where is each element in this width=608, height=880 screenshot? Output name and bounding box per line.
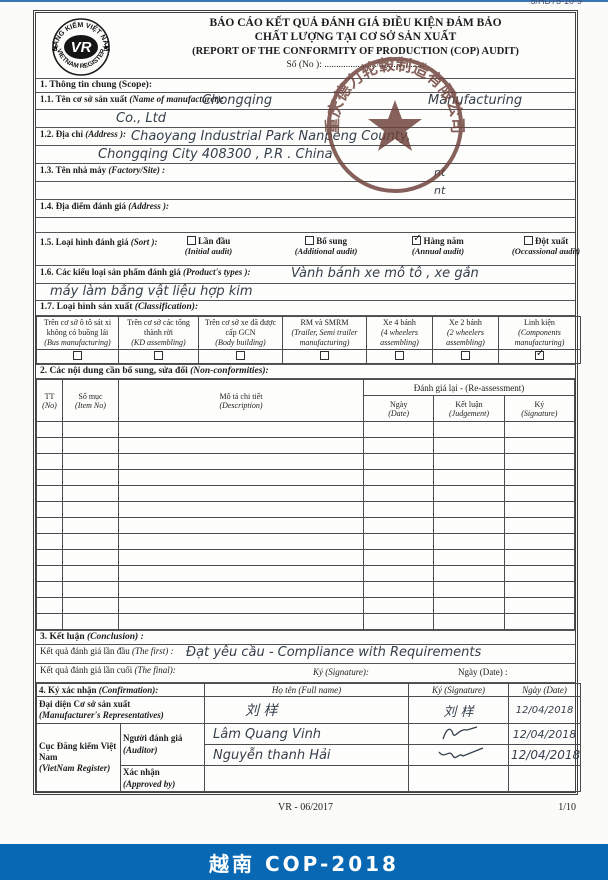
field-factory-site: 1.3. Tên nhà máy (Factory/Site) : nt [36,164,575,182]
handwritten-auditor1-name: Lâm Quang Vinh [213,726,322,742]
title-line-3: (REPORT OF THE CONFORMITY OF PRODUCTION … [192,45,519,57]
handwritten-products-2: máy làm bằng vật liệu hợp kim [50,284,253,299]
field-audit-address: 1.4. Địa điểm đánh giá (Address ): [36,200,575,218]
handwritten-products-1: Vành bánh xe mô tô , xe gắn [291,266,479,281]
checkbox-annual-audit[interactable]: ✓ [412,233,422,245]
handwritten-manufacturer-2: Manufacturing [428,93,523,108]
final-sign-label: Ký (Signature): [313,667,369,677]
sort-option-additional: Bổ sung (Additional audit) [294,236,358,256]
handwritten-auditor1-date: 12/04/2018 [512,727,577,741]
field-product-types-line2: máy làm bằng vật liệu hợp kim [36,284,575,301]
checkbox-occasional-audit[interactable] [523,236,533,245]
svg-text:★: ★ [102,43,109,52]
form-header: ĐĂNG KIỂM VIỆT NAM VIETNAM REGISTER ★ ★ … [36,13,575,79]
form-frame: ĐĂNG KIỂM VIỆT NAM VIETNAM REGISTER ★ ★ … [33,10,581,795]
handwritten-auditor2-name: Nguyễn thanh Hải [213,747,331,763]
form-code: VR - 06/2017 [278,802,333,813]
non-conformities-table: TT (No) Số mục (Item No) Mô tả chi tiết (De… [36,379,576,630]
doc-code: 5/HD75-10-9 [530,0,582,6]
banner-text: 越南 COP-2018 [209,851,399,876]
confirmation-table: 4. Ký xác nhận (Confirmation): Họ tên (F… [36,683,581,792]
row-auditor-1: Cục Đăng kiểm Việt Nam (VietNam Register… [36,723,581,792]
checkbox-body-building[interactable] [236,351,245,360]
handwritten-conclusion: Đạt yêu cầu - Compliance with Requiremen… [186,645,482,660]
row-manufacturer-rep: Đại diện Cơ sở sản xuất (Manufacturer's … [36,696,581,724]
nc-empty-row [36,469,576,486]
sort-option-initial: Lần đầu (Initial audit) [184,236,233,256]
section2-heading: 2. Các nội dung cần bổ sung, sửa đổi (No… [36,364,575,379]
field-address-line2: Chongqing City 408300 , P.R . China [36,146,575,164]
vietnam-register-logo: ĐĂNG KIỂM VIỆT NAM VIETNAM REGISTER ★ ★ … [51,18,110,76]
nc-empty-row [36,581,576,598]
field-address: 1.2. Địa chỉ (Address ): Chaoyang Indust… [36,128,575,146]
checkbox-initial-audit[interactable] [186,236,196,245]
sort-option-occasional: Đột xuất (Occassional audit) [511,236,581,256]
nc-empty-row [36,533,576,550]
section3-heading: 3. Kết luận (Conclusion) : [36,630,575,645]
handwritten-address-1: Chaoyang Industrial Park Nanpeng County, [131,129,411,144]
row-approved-by: Xác nhận (Approved by) [37,765,581,792]
handwritten-address-2: Chongqing City 408300 , P.R . China [98,147,333,162]
field-manufacturer-name: 1.1. Tên cơ sở sản xuất (Name of manufac… [36,93,575,110]
nc-empty-row [36,421,576,438]
handwritten-rep-date: 12/04/2018 [515,704,574,716]
conclusion-final: Kết quả đánh giá lần cuối (The final): K… [36,664,575,683]
nc-empty-row [36,485,576,502]
handwritten-rep-name: 刘 样 [245,703,278,719]
sort-option-annual: ✓ Hàng năm (Annual audit) [411,233,465,256]
nc-empty-row [36,517,576,534]
title-line-1: BÁO CÁO KẾT QUẢ ĐÁNH GIÁ ĐIỀU KIỆN ĐẢM B… [209,17,502,29]
handwritten-manufacturer-3: Co., Ltd [116,111,167,126]
checkbox-additional-audit[interactable] [304,236,314,245]
bottom-banner: 越南 COP-2018 [0,844,608,880]
field-factory-site-line2: nt [36,182,575,200]
conclusion-first: Kết quả đánh giá lần đầu (The first) : Đ… [36,645,575,664]
nc-empty-row [36,453,576,470]
nc-empty-row [36,613,576,630]
page-number: 1/10 [558,802,576,813]
classification-table: Trên cơ sở ô tô sát xi không có buồng lá… [36,316,581,364]
report-number-line: Số (No ): ....................../.......… [286,60,425,71]
rep-signature: 刘 样 [443,704,474,720]
checkbox-trailer-manufacturing[interactable] [320,351,329,360]
checkbox-kd-assembling[interactable] [154,351,163,360]
auditor1-signature [441,726,477,740]
checkbox-bus-manufacturing[interactable] [73,351,82,360]
nc-empty-row [36,549,576,566]
checkbox-2-wheelers[interactable] [461,351,470,360]
nc-empty-row [36,597,576,614]
handwritten-auditor2-date: 12/04/2018 [511,748,581,762]
nc-empty-row [36,565,576,582]
svg-text:VR: VR [71,39,92,56]
svg-text:★: ★ [52,43,59,52]
title-line-2: CHẤT LƯỢNG TẠI CƠ SỞ SẢN XUẤT [254,31,457,44]
handwritten-manufacturer-1: Chongqing [202,93,273,108]
auditor2-signature [437,747,483,759]
checkbox-components-manufacturing[interactable]: ✓ [535,348,545,360]
final-date-label: Ngày (Date) : [458,667,508,677]
form-title: BÁO CÁO KẾT QUẢ ĐÁNH GIÁ ĐIỀU KIỆN ĐẢM B… [146,16,565,70]
field-audit-sort: 1.5. Loại hình đánh giá (Sort ): Lần đầu… [36,233,580,266]
checkbox-4-wheelers[interactable] [395,351,404,360]
field-manufacturer-name-line2: Co., Ltd [36,110,575,128]
nc-empty-row [36,501,576,518]
handwritten-nt-2: nt [434,184,446,197]
row-auditor-2: Nguyễn thanh Hải 12/04/2018 [37,744,581,766]
section1-heading: 1. Thông tin chung (Scope): [36,79,575,93]
field-product-types: 1.6. Các kiểu loại sản phẩm đánh giá (Pr… [36,266,575,284]
handwritten-nt-1: nt [434,166,446,179]
field-audit-address-line2 [36,218,575,233]
section17-heading: 1.7. Loại hình sản xuất (Classification)… [36,301,575,316]
scan-edge-line [0,0,608,2]
nc-empty-row [36,437,576,454]
